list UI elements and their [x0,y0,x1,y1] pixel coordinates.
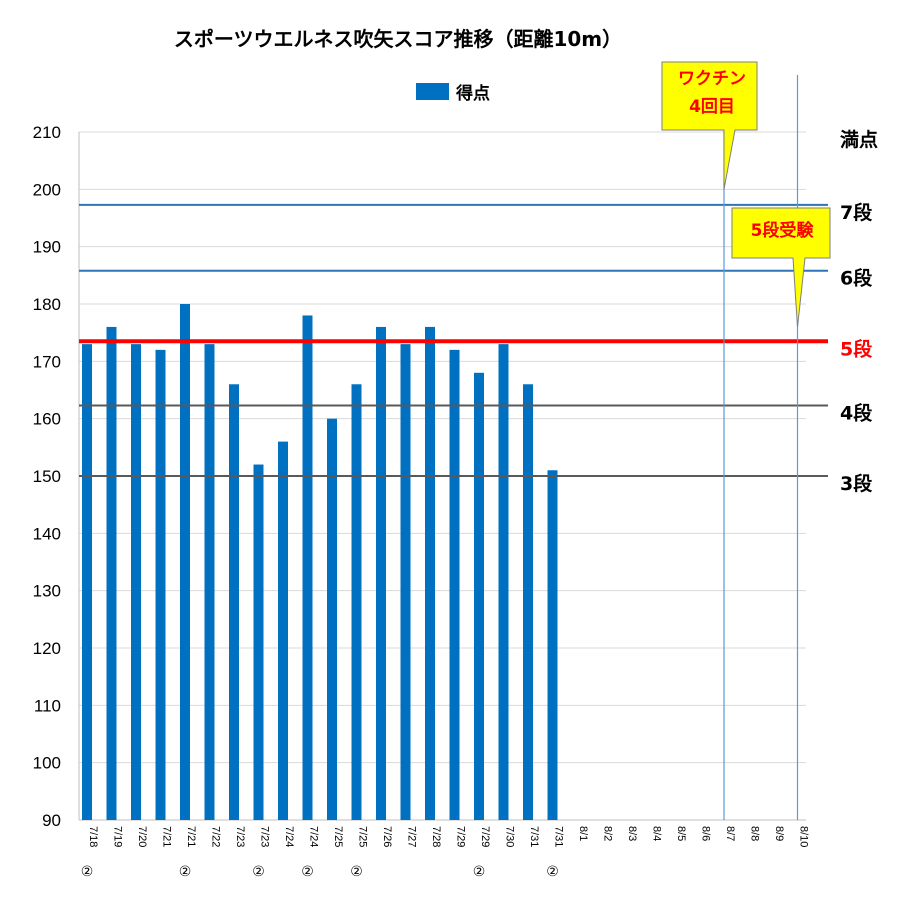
bar [131,344,141,820]
reference-label: 5段 [840,337,873,360]
legend-label: 得点 [455,83,490,104]
y-tick-label: 130 [33,582,61,601]
x-tick-label: 7/25 [332,826,344,847]
y-tick-label: 150 [33,467,61,486]
reference-label: 3段 [840,472,873,495]
bar [498,344,509,820]
x-tick-label: 8/4 [651,826,663,841]
x-tick-mark: ② [546,864,559,880]
x-tick-label: 7/22 [210,826,222,847]
x-tick-mark: ② [179,864,192,880]
x-tick-label: 8/10 [798,826,810,847]
callout-text: 5段受験 [751,220,815,241]
y-tick-label: 190 [33,238,61,257]
x-tick-label: 7/20 [136,826,148,847]
x-tick-label: 7/18 [87,826,99,847]
x-tick-mark: ② [350,864,363,880]
x-tick-label: 7/28 [430,826,442,847]
x-tick-label: 7/31 [528,826,540,847]
bar [327,418,337,820]
bar [547,470,558,820]
bar [278,441,288,820]
x-tick-label: 7/23 [259,826,271,847]
reference-label: 6段 [840,267,873,290]
reference-label: 7段 [840,201,873,224]
x-tick-label: 7/21 [161,826,173,847]
x-tick-label: 7/23 [234,826,246,847]
callout-text: 4回目 [689,97,735,117]
x-tick-label: 7/24 [283,826,295,847]
x-tick-label: 7/19 [112,826,124,847]
y-tick-label: 200 [33,180,61,199]
x-tick-label: 8/9 [773,826,785,841]
bar [82,344,92,820]
x-tick-label: 7/24 [308,826,320,847]
x-tick-label: 7/30 [504,826,516,847]
bar [302,315,313,820]
bar [180,304,190,820]
x-tick-mark: ② [81,864,94,880]
bar [155,349,166,820]
bar [351,384,362,820]
callout-box [731,207,831,327]
bar [253,464,264,820]
y-tick-label: 210 [33,123,61,142]
x-tick-label: 7/27 [406,826,418,847]
x-tick-label: 8/1 [577,826,589,841]
x-tick-mark: ② [252,864,265,880]
x-tick-label: 8/5 [675,826,687,841]
bar [523,384,533,820]
x-tick-label: 8/2 [602,826,614,841]
x-tick-label: 7/26 [381,826,393,847]
x-tick-label: 7/29 [455,826,467,847]
x-tick-mark: ② [473,864,486,880]
x-tick-label: 7/21 [185,826,197,847]
y-tick-label: 90 [42,811,61,830]
bar [229,384,239,820]
reference-label: 4段 [840,401,873,424]
callout-box [661,61,758,190]
y-tick-label: 100 [33,754,61,773]
y-tick-label: 140 [33,524,61,543]
x-tick-mark: ② [301,864,314,880]
bar [204,344,215,820]
bar [425,326,435,820]
x-tick-label: 8/3 [626,826,638,841]
legend-swatch [416,83,449,100]
x-tick-label: 8/7 [724,826,736,841]
bar [400,344,411,820]
x-tick-label: 7/25 [357,826,369,847]
x-tick-label: 7/29 [479,826,491,847]
x-tick-label: 7/31 [553,826,565,847]
y-tick-label: 180 [33,295,61,314]
y-tick-label: 160 [33,410,61,429]
y-tick-label: 110 [34,696,61,715]
bar [474,372,484,820]
y-tick-label: 170 [33,352,61,371]
legend: 得点 [416,83,490,104]
bar [376,326,386,820]
plot-area: 90 100 110 120 130 140 150 160 170 180 190 200 210 満点… [33,61,878,880]
y-tick-label: 120 [33,639,61,658]
reference-label: 満点 [840,129,878,151]
chart-title: スポーツウエルネス吹矢スコア推移（距離10m） [174,27,622,51]
bar [449,349,460,820]
callout-text: ワクチン [678,69,746,89]
x-tick-label: 8/6 [700,826,712,841]
x-tick-label: 8/8 [749,826,761,841]
bar [106,326,117,820]
